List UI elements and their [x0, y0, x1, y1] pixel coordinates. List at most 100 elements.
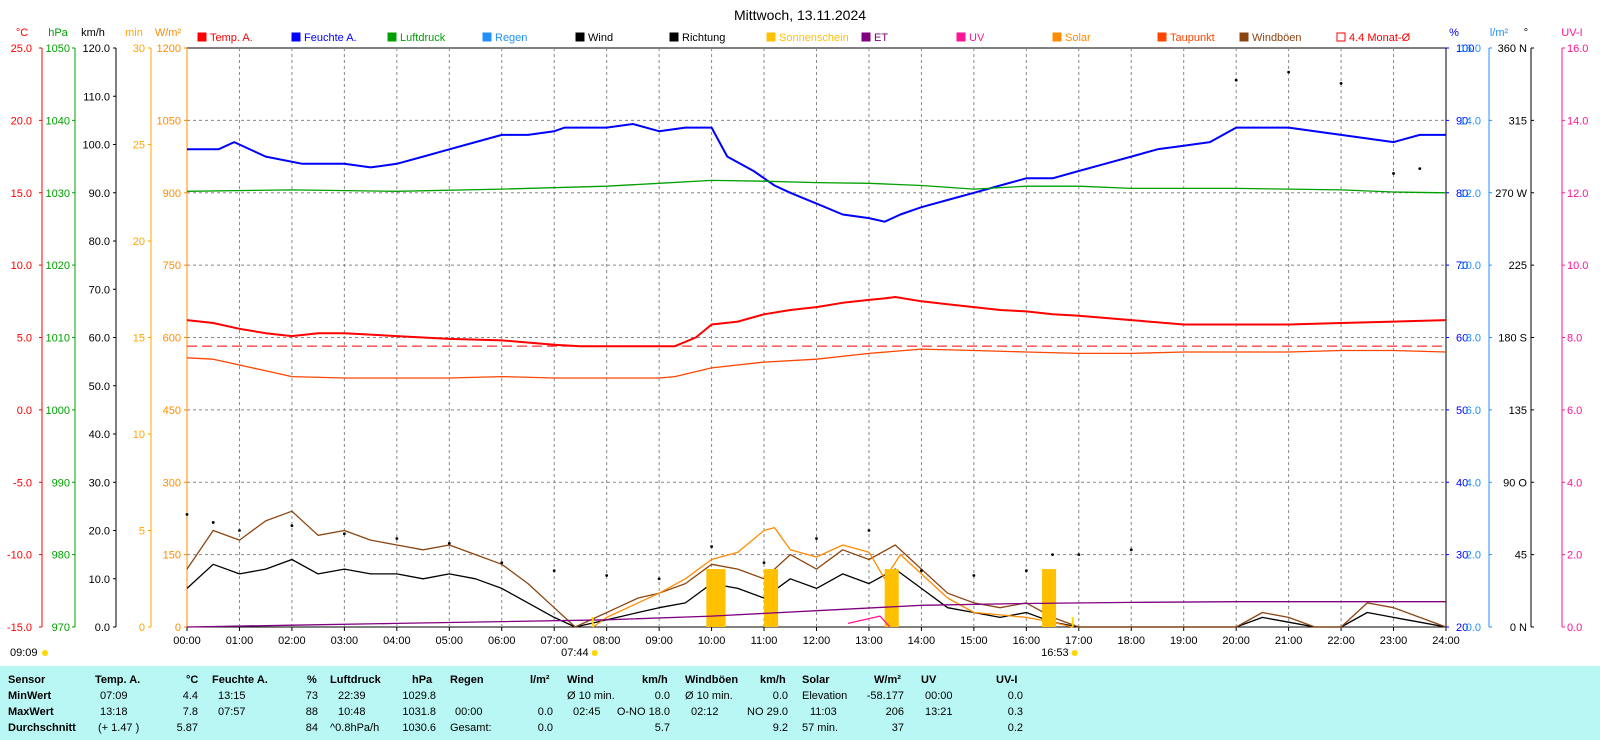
axis-tick-label-right: 80: [1456, 188, 1468, 200]
stats-min-uv-time: 00:00: [925, 690, 953, 702]
x-tick-label: 12:00: [803, 635, 831, 647]
sunshine-bar: [764, 569, 779, 627]
axis-tick-label-left: 30.0: [89, 477, 110, 489]
legend-swatch: [861, 32, 871, 42]
axis-tick-label-left: -10.0: [7, 550, 32, 562]
direction-point: [1234, 78, 1238, 82]
axis-tick-label-left: 0: [139, 622, 145, 634]
series-line-feuchte-a-: [187, 123, 1446, 223]
series-line-solar: [592, 526, 1073, 628]
axis-tick-label-right: 14.0: [1460, 115, 1481, 127]
axis-tick-label-left: 980: [52, 550, 70, 562]
legend-label: Richtung: [682, 32, 725, 44]
axis-tick-label-left: 1010: [46, 333, 70, 345]
legend-swatch: [291, 32, 301, 42]
x-tick-label: 05:00: [436, 635, 464, 647]
x-tick-label: 23:00: [1380, 635, 1408, 647]
series-line-uv: [847, 615, 891, 628]
x-tick-label: 10:00: [698, 635, 726, 647]
marker-time-left: 09:09: [10, 647, 38, 659]
stats-max-temp-time: 13:18: [100, 706, 128, 718]
legend-swatch: [387, 32, 397, 42]
axis-tick-label-right: 4.0: [1567, 477, 1582, 489]
direction-point: [1418, 167, 1422, 171]
stats-min-wind-value: 0.0: [654, 690, 670, 702]
x-tick-label: 17:00: [1065, 635, 1093, 647]
legend-label: Wind: [588, 32, 613, 44]
axis-tick-label-right: 16.0: [1567, 43, 1588, 55]
stats-min-solar-label: Elevation: [802, 690, 848, 702]
stats-header-temp-unit: °C: [186, 674, 199, 686]
direction-point: [238, 529, 241, 532]
axis-tick-label-left: 80.0: [89, 236, 110, 248]
axis-tick-label-left: 20: [133, 236, 145, 248]
axis-tick-label-left: 450: [163, 405, 181, 417]
legend-label: UV: [969, 32, 985, 44]
axis-tick-label-right: 14.0: [1567, 115, 1588, 127]
axis-tick-label-right: 50: [1456, 405, 1468, 417]
x-tick-label: 14:00: [908, 635, 936, 647]
axis-tick-label-right: 180 S: [1498, 333, 1527, 345]
stats-max-gust-value: NO 29.0: [747, 706, 788, 718]
axis-tick-label-left: 120.0: [82, 43, 110, 55]
x-tick-label: 19:00: [1170, 635, 1198, 647]
stats-header-uvi: UV-I: [996, 674, 1018, 686]
axis-tick-label-left: 90.0: [89, 188, 110, 200]
stats-avg-temp-delta: (+ 1.47 ): [98, 722, 140, 734]
stats-avg-label: Durchschnitt: [8, 722, 76, 734]
stats-max-solar-time: 11:03: [810, 706, 837, 718]
chart-title: Mittwoch, 13.11.2024: [734, 7, 866, 23]
axis-tick-label-left: 750: [163, 260, 181, 272]
axis-tick-label-right: 60: [1456, 333, 1468, 345]
stats-max-hum-time: 07:57: [218, 706, 246, 718]
legend-label: Solar: [1065, 32, 1091, 44]
x-tick-label: 22:00: [1327, 635, 1355, 647]
legend-swatch: [1052, 32, 1062, 42]
axis-tick-label-left: 600: [163, 333, 181, 345]
direction-point: [710, 545, 713, 548]
direction-point: [1024, 569, 1028, 573]
x-tick-label: 01:00: [226, 635, 254, 647]
direction-point: [1287, 70, 1291, 74]
axis-tick-label-right: 315: [1509, 115, 1527, 127]
axis-tick-label-right: 20: [1456, 622, 1468, 634]
stats-min-temp-value: 4.4: [182, 690, 198, 702]
axis-tick-label-right: 4.0: [1466, 477, 1481, 489]
axis-tick-label-left: 1030: [46, 188, 70, 200]
stats-avg-rain-label: Gesamt:: [450, 722, 492, 734]
axis-tick-label-left: 300: [163, 477, 181, 489]
stats-max-wind-time: 02:45: [573, 706, 601, 718]
legend-label: Temp. A.: [210, 32, 253, 44]
x-tick-label: 04:00: [383, 635, 411, 647]
stats-max-gust-time: 02:12: [691, 706, 719, 718]
stats-header-rain: Regen: [450, 674, 484, 686]
axis-tick-label-right: 135: [1509, 405, 1527, 417]
axis-unit-right: l/m²: [1490, 27, 1509, 39]
legend-label: ET: [874, 32, 888, 44]
axis-tick-label-right: 360 N: [1498, 43, 1527, 55]
axis-tick-label-right: 16.0: [1460, 43, 1481, 55]
direction-point: [920, 569, 923, 573]
sunset-icon: [1071, 650, 1078, 656]
axis-unit-left: min: [125, 27, 143, 39]
stats-min-temp-time: 07:09: [100, 690, 128, 702]
stats-max-solar-value: 206: [885, 706, 904, 718]
legend-label: Taupunkt: [1170, 32, 1215, 44]
stats-min-press-time: 22:39: [338, 690, 366, 702]
stats-max-rain-time: 00:00: [455, 706, 483, 718]
axis-tick-label-right: 12.0: [1567, 188, 1588, 200]
direction-point: [342, 532, 346, 536]
axis-tick-label-left: 100.0: [82, 140, 110, 152]
x-tick-label: 16:00: [1013, 635, 1041, 647]
axis-tick-label-left: 25.0: [11, 43, 32, 55]
axis-tick-label-left: -15.0: [7, 622, 32, 634]
axis-unit-right: UV-I: [1561, 27, 1582, 39]
direction-point: [1392, 172, 1395, 175]
legend-label: Luftdruck: [400, 32, 446, 44]
stats-header-uv: UV: [921, 674, 937, 686]
axis-tick-label-right: 40: [1456, 477, 1468, 489]
direction-point: [500, 561, 504, 565]
axis-tick-label-right: 6.0: [1567, 405, 1582, 417]
x-tick-label: 21:00: [1275, 635, 1303, 647]
axis-tick-label-right: 70: [1456, 260, 1468, 272]
